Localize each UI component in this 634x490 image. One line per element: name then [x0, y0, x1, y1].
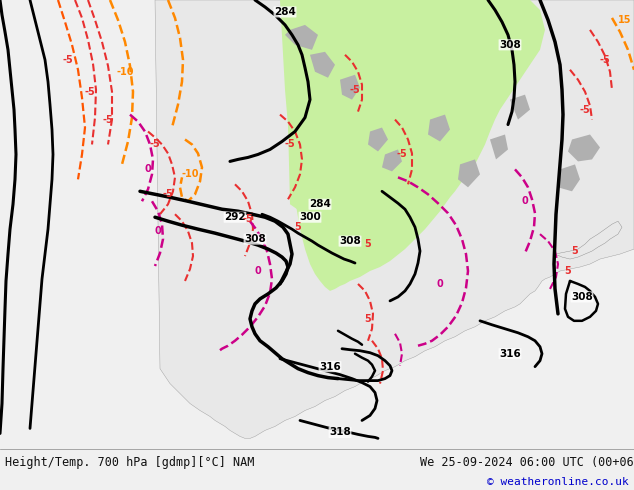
Text: 0: 0: [145, 164, 152, 174]
Text: 5: 5: [365, 239, 372, 249]
Text: -5: -5: [349, 85, 360, 95]
Text: 284: 284: [309, 199, 331, 209]
Text: -5: -5: [397, 149, 408, 159]
Text: 308: 308: [244, 234, 266, 244]
Text: -5: -5: [285, 140, 295, 149]
Polygon shape: [280, 0, 545, 291]
Text: 0: 0: [255, 266, 261, 276]
Text: 308: 308: [499, 40, 521, 50]
Text: 308: 308: [339, 236, 361, 246]
Polygon shape: [555, 221, 622, 259]
Text: -5: -5: [84, 87, 95, 97]
Polygon shape: [568, 135, 600, 161]
Polygon shape: [368, 127, 388, 151]
Text: 5: 5: [565, 266, 571, 276]
Polygon shape: [285, 0, 530, 224]
Text: -5: -5: [243, 214, 254, 224]
Text: 316: 316: [499, 349, 521, 359]
Text: 5: 5: [295, 222, 301, 232]
Text: -5: -5: [150, 140, 160, 149]
Text: -5: -5: [600, 55, 611, 65]
Text: -5: -5: [163, 189, 173, 199]
Text: 15: 15: [618, 15, 631, 25]
Text: -10: -10: [116, 67, 134, 77]
Text: 5: 5: [572, 246, 578, 256]
Text: 300: 300: [299, 212, 321, 222]
Text: 0: 0: [437, 279, 443, 289]
Text: 0: 0: [155, 226, 162, 236]
Polygon shape: [285, 0, 415, 57]
Text: -5: -5: [579, 104, 590, 115]
Text: 292: 292: [224, 212, 246, 222]
Polygon shape: [382, 149, 402, 171]
Polygon shape: [490, 135, 508, 159]
Polygon shape: [510, 95, 530, 120]
Text: 5: 5: [365, 314, 372, 324]
Polygon shape: [285, 25, 318, 50]
Polygon shape: [310, 52, 335, 78]
Text: 308: 308: [571, 292, 593, 302]
Text: © weatheronline.co.uk: © weatheronline.co.uk: [488, 477, 629, 487]
Polygon shape: [458, 159, 480, 187]
Text: -5: -5: [103, 115, 113, 124]
Text: 318: 318: [329, 427, 351, 438]
Polygon shape: [340, 75, 360, 99]
Text: 0: 0: [522, 196, 528, 206]
Text: 284: 284: [274, 7, 296, 17]
Polygon shape: [428, 115, 450, 142]
Text: -10: -10: [181, 170, 198, 179]
Text: -5: -5: [63, 55, 74, 65]
Text: 316: 316: [319, 362, 341, 371]
Text: We 25-09-2024 06:00 UTC (00+06): We 25-09-2024 06:00 UTC (00+06): [420, 456, 634, 469]
Polygon shape: [155, 0, 634, 439]
Text: Height/Temp. 700 hPa [gdmp][°C] NAM: Height/Temp. 700 hPa [gdmp][°C] NAM: [5, 456, 254, 469]
Polygon shape: [558, 165, 580, 191]
